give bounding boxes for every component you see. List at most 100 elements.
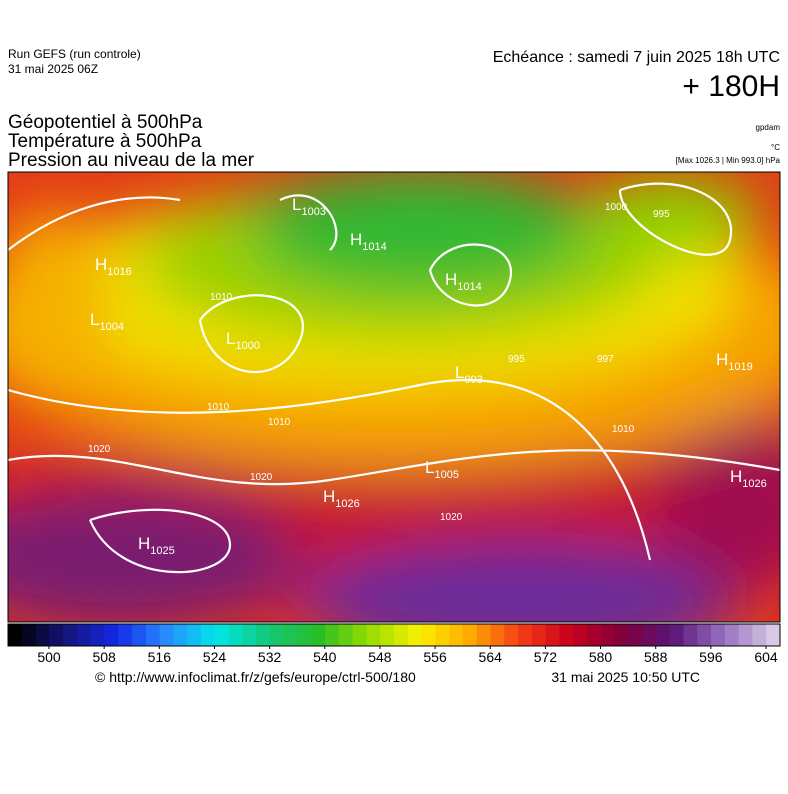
center-letter: H	[730, 467, 742, 486]
unit: [Max 1026.3 | Min 993.0] hPa	[676, 156, 781, 165]
center-value: 1026	[742, 478, 766, 490]
colorbar-label: 532	[258, 649, 282, 665]
colorbar-swatch	[145, 624, 161, 646]
colorbar-swatch	[711, 624, 726, 646]
colorbar-swatch	[90, 624, 105, 646]
footer-time: 31 mai 2025 10:50 UTC	[551, 669, 700, 685]
colorbar-swatch	[545, 624, 560, 646]
colorbar-swatch	[35, 624, 50, 646]
unit: gpdam	[756, 123, 781, 132]
pressure-center: H1019	[716, 350, 753, 373]
colorbar-swatch	[283, 624, 298, 646]
center-value: 1003	[301, 206, 325, 218]
pressure-center: H1014	[350, 230, 387, 253]
colorbar-label: 508	[92, 649, 116, 665]
center-letter: H	[323, 487, 335, 506]
colorbar-swatch	[297, 624, 312, 646]
field: Température à 500hPa	[8, 131, 202, 152]
colorbar-swatch	[490, 624, 505, 646]
colorbar-swatch	[738, 624, 753, 646]
colorbar-swatch	[518, 624, 533, 646]
center-value: 1000	[235, 340, 259, 352]
footer-url: © http://www.infoclimat.fr/z/gefs/europe…	[95, 669, 416, 685]
pressure-center: L1003	[292, 195, 326, 218]
colorbar-swatch	[724, 624, 740, 646]
colorbar: 500 508 516 524 532 540 548 556 564 572 580 588 596 6…	[7, 623, 781, 665]
colorbar-swatch	[338, 624, 354, 646]
pressure-center: H1016	[95, 255, 132, 278]
center-value: 1016	[107, 266, 131, 278]
colorbar-swatch	[407, 624, 423, 646]
isobar-label: 1010	[210, 292, 233, 303]
colorbar-swatch	[21, 624, 37, 646]
colorbar-swatch	[559, 624, 574, 646]
colorbar-swatch	[766, 624, 781, 646]
colorbar-swatch	[435, 624, 450, 646]
colorbar-swatch	[104, 624, 119, 646]
pressure-center: L993	[455, 363, 483, 386]
center-letter: L	[425, 458, 434, 477]
echeance: Echéance : samedi 7 juin 2025 18h UTC	[493, 49, 780, 66]
colorbar-swatch	[8, 624, 23, 646]
colorbar-swatch	[118, 624, 133, 646]
colorbar-label: 564	[479, 649, 503, 665]
isobar-label: 1020	[440, 512, 463, 523]
colorbar-swatch	[642, 624, 657, 646]
colorbar-swatch	[325, 624, 340, 646]
colorbar-label: 548	[368, 649, 392, 665]
colorbar-swatch	[449, 624, 464, 646]
colorbar-swatch	[476, 624, 491, 646]
center-letter: L	[226, 329, 235, 348]
colorbar-frame	[7, 623, 781, 647]
colorbar-swatch	[655, 624, 671, 646]
pressure-center: H1025	[138, 534, 175, 557]
isobar-label: 995	[508, 354, 525, 365]
isobar-label: 1000	[605, 202, 628, 213]
colorbar-swatch	[269, 624, 285, 646]
colorbar-swatch	[587, 624, 602, 646]
isobar-label: 1010	[207, 402, 230, 413]
colorbar-label: 588	[644, 649, 668, 665]
isobar-label: 997	[597, 354, 614, 365]
colorbar-label: 556	[423, 649, 447, 665]
colorbar-swatch	[683, 624, 698, 646]
colorbar-swatch	[669, 624, 684, 646]
colorbar-swatch	[697, 624, 712, 646]
center-value: 1005	[434, 469, 458, 481]
colorbar-swatch	[352, 624, 367, 646]
colorbar-swatch	[752, 624, 767, 646]
center-value: 1014	[457, 281, 481, 293]
unit: °C	[771, 143, 780, 152]
colorbar-swatch	[173, 624, 188, 646]
colorbar-label: 580	[589, 649, 613, 665]
colorbar-swatch	[394, 624, 409, 646]
colorbar-swatch	[187, 624, 202, 646]
colorbar-label: 596	[699, 649, 723, 665]
center-letter: L	[455, 363, 464, 382]
run: Run GEFS (run controle)	[8, 47, 141, 61]
colorbar-swatch	[614, 624, 629, 646]
colorbar-swatch	[49, 624, 64, 646]
center-value: 1004	[99, 321, 123, 333]
field: Pression au niveau de la mer	[8, 150, 255, 171]
lead: + 180H	[682, 70, 780, 103]
isobar-label: 1010	[612, 424, 635, 435]
colorbar-label: 604	[754, 649, 778, 665]
colorbar-swatch	[228, 624, 243, 646]
run-date: 31 mai 2025 06Z	[8, 62, 98, 76]
colorbar-swatch	[201, 624, 216, 646]
colorbar-swatch	[242, 624, 257, 646]
pressure-center: H1014	[445, 270, 482, 293]
map	[8, 172, 780, 622]
colorbar-swatch	[214, 624, 230, 646]
colorbar-swatch	[504, 624, 519, 646]
colorbar-label: 500	[37, 649, 61, 665]
center-letter: L	[90, 310, 99, 329]
center-letter: H	[138, 534, 150, 553]
colorbar-swatch	[63, 624, 78, 646]
isobar-label: 1020	[88, 444, 111, 455]
center-letter: H	[350, 230, 362, 249]
colorbar-swatch	[421, 624, 436, 646]
colorbar-swatch	[573, 624, 588, 646]
